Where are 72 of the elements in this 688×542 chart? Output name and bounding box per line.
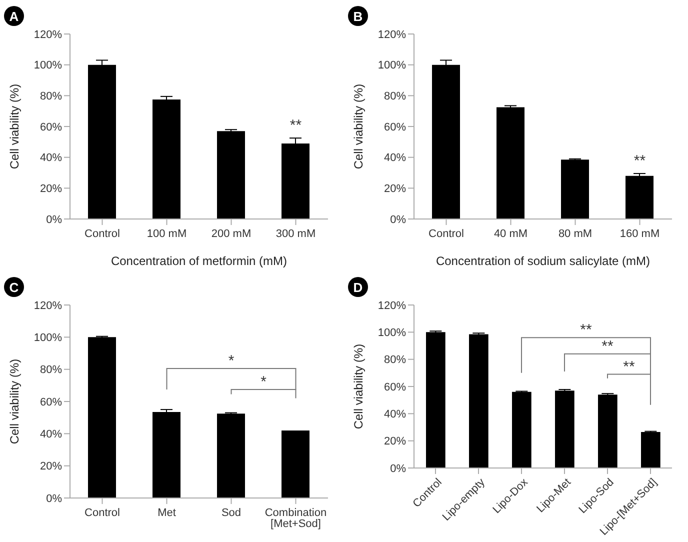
y-tick-label: 0% xyxy=(390,214,406,226)
x-tick-label: 100 mM xyxy=(146,228,187,240)
y-tick-label: 100% xyxy=(34,60,62,72)
y-tick-label: 100% xyxy=(34,332,62,344)
x-axis-title: Concentration of metformin (mM) xyxy=(110,254,288,268)
bar xyxy=(641,432,660,468)
y-tick-label: 120% xyxy=(378,28,406,41)
y-tick-label: 20% xyxy=(40,183,62,196)
y-tick-label: 20% xyxy=(384,183,406,196)
y-tick-label: 0% xyxy=(46,214,62,226)
y-tick-label: 80% xyxy=(384,90,406,103)
y-tick-label: 40% xyxy=(40,428,62,441)
y-tick-label: 80% xyxy=(40,364,62,376)
bar xyxy=(217,131,245,219)
bar xyxy=(496,107,524,219)
y-tick-label: 40% xyxy=(384,408,406,421)
x-tick-label: Control xyxy=(428,228,464,240)
x-tick-label: 200 mM xyxy=(211,228,252,240)
bar xyxy=(469,334,488,468)
y-tick-label: 20% xyxy=(384,436,406,448)
chart-title: A xyxy=(4,6,24,26)
annotation: ** xyxy=(623,358,635,376)
x-axis-title: Concentration of sodium salicylate (mM) xyxy=(436,254,650,268)
x-tick-label: 300 mM xyxy=(276,228,316,240)
y-axis-title: Cell viability (%) xyxy=(7,84,22,170)
bar xyxy=(561,160,589,219)
y-tick-label: 120% xyxy=(34,28,62,41)
bar xyxy=(626,176,654,219)
bar xyxy=(152,412,180,498)
y-tick-label: 80% xyxy=(40,90,62,103)
y-tick-label: 0% xyxy=(390,462,406,475)
bar xyxy=(88,337,116,498)
x-tick-label: 160 mM xyxy=(620,228,660,240)
chart-title: D xyxy=(348,277,368,297)
bar xyxy=(512,392,532,468)
y-tick-label: 120% xyxy=(378,300,406,312)
x-tick-label: Combination [Met+Sod] xyxy=(264,506,327,530)
y-axis-title: Cell viability (%) xyxy=(7,358,22,444)
annotation: * xyxy=(260,373,267,390)
y-tick-label: 80% xyxy=(384,354,406,366)
annotation: ** xyxy=(634,152,646,170)
y-tick-label: 40% xyxy=(40,152,62,164)
chart-title: C xyxy=(4,277,24,297)
annotation: ** xyxy=(602,338,614,355)
x-tick-label: Control xyxy=(84,228,120,240)
y-axis-title: Cell viability (%) xyxy=(351,84,366,170)
x-tick-label: Control xyxy=(84,506,120,519)
y-tick-label: 40% xyxy=(384,152,406,164)
bar xyxy=(152,100,180,219)
y-tick-label: 60% xyxy=(40,121,62,134)
y-tick-label: 60% xyxy=(40,396,62,408)
y-tick-label: 100% xyxy=(378,60,406,72)
y-tick-label: 100% xyxy=(378,327,406,340)
x-tick-label: 40 mM xyxy=(494,228,528,240)
x-tick-label: Met xyxy=(158,506,176,519)
bar xyxy=(217,414,245,498)
x-tick-label: Sod xyxy=(221,506,242,519)
y-tick-label: 60% xyxy=(384,121,406,134)
y-tick-label: 60% xyxy=(384,381,406,394)
bar xyxy=(598,394,618,468)
bar xyxy=(282,430,310,498)
y-axis-title: Cell viability (%) xyxy=(351,344,366,430)
annotation: ** xyxy=(290,117,302,134)
x-tick-label: 80 mM xyxy=(558,228,592,240)
chart-title: B xyxy=(348,6,368,26)
annotation: ** xyxy=(580,322,592,339)
annotation: * xyxy=(228,352,234,370)
y-tick-label: 0% xyxy=(46,492,62,505)
bar xyxy=(426,332,446,468)
bar xyxy=(555,390,574,468)
y-tick-label: 120% xyxy=(34,300,62,312)
y-tick-label: 20% xyxy=(40,460,62,473)
